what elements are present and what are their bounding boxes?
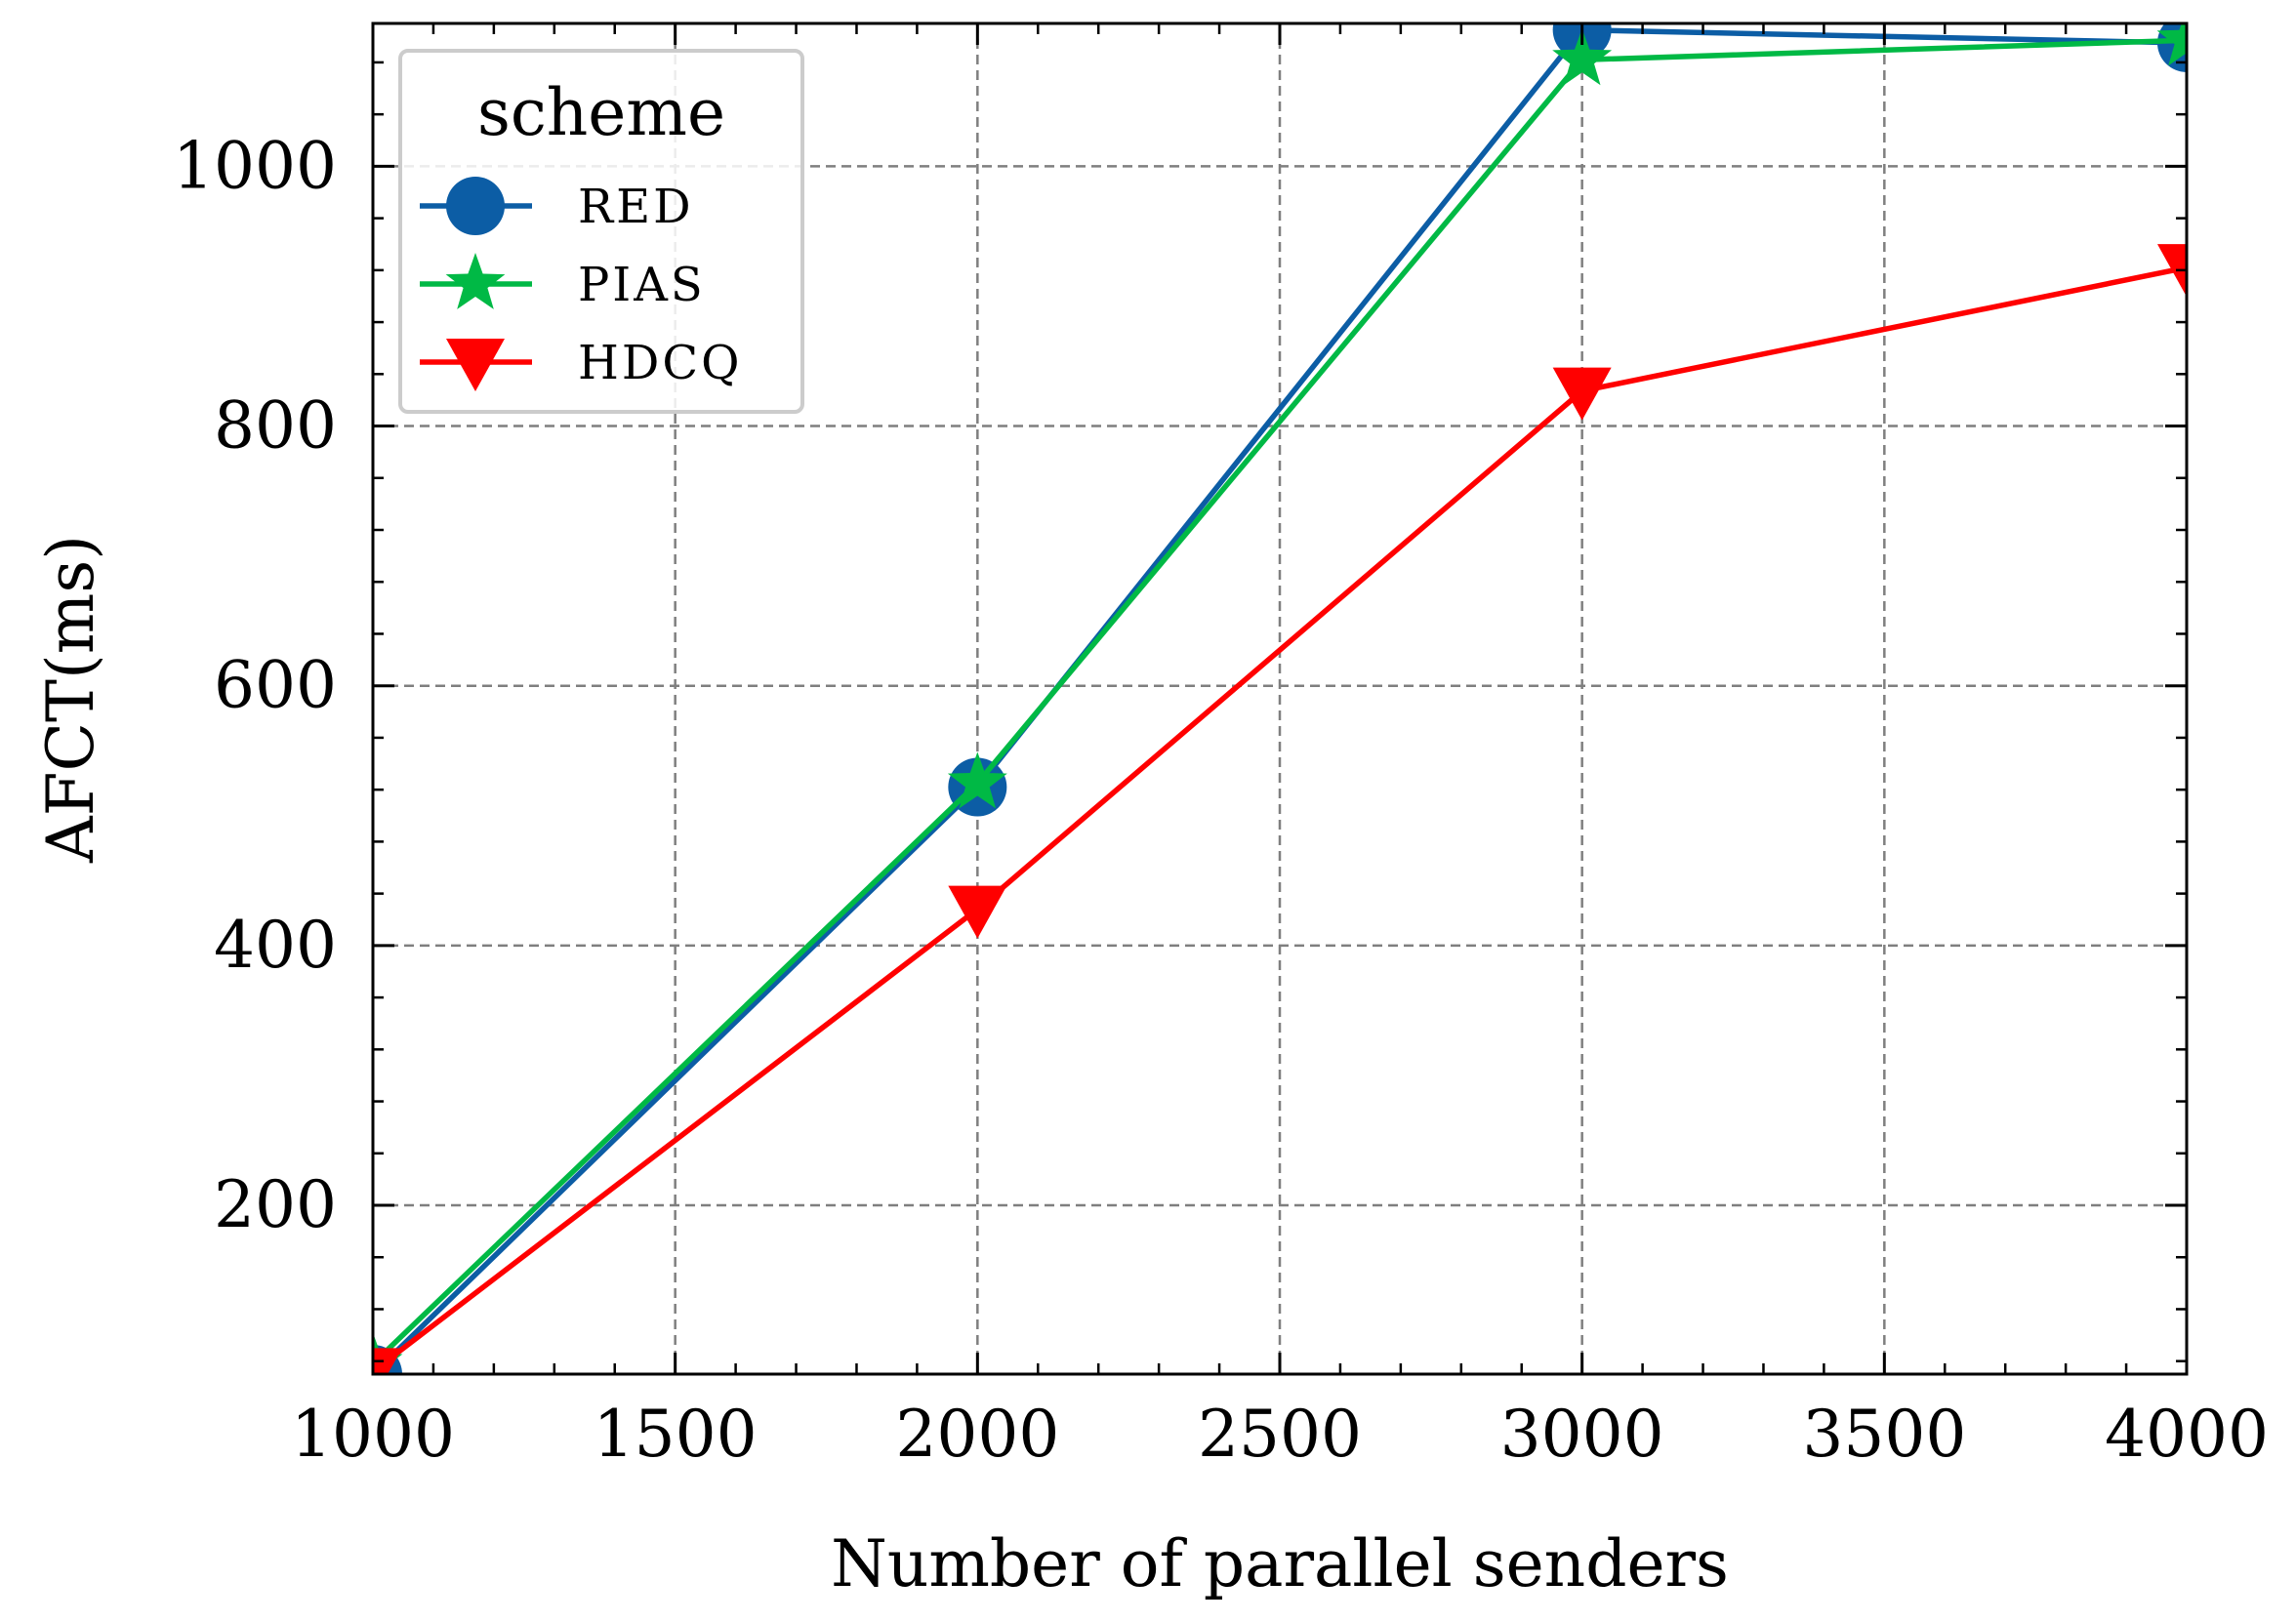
y-tick-label: 400 [214,908,337,983]
legend: scheme RED PIAS HDCQ [398,49,804,414]
y-tick-label: 1000 [173,128,337,203]
series-line-pias [373,37,2187,1366]
x-tick-label: 2500 [1198,1397,1362,1472]
axis-ticks [371,23,2189,1374]
data-point-pias [947,751,1007,809]
data-point-hdcq [2157,244,2187,298]
x-tick-label: 3000 [1500,1397,1664,1472]
legend-label-red: RED [578,180,694,234]
grid-lines [373,23,2187,1374]
legend-label-hdcq: HDCQ [578,336,742,390]
legend-box [398,49,804,414]
data-point-hdcq [373,1348,402,1374]
data-point-hdcq [1552,367,1612,421]
y-tick-label: 200 [214,1167,337,1242]
x-tick-label: 3500 [1802,1397,1966,1472]
y-axis-label: AFCT(ms) [33,535,108,864]
legend-marker-pias [445,253,506,309]
y-tick-label: 600 [214,648,337,723]
x-tick-label: 4000 [2105,1397,2269,1472]
tick-labels: 1000 1500 2000 2500 3000 3500 4000 200 400 600 800… [173,128,2269,1472]
data-point-pias [1552,28,1613,86]
legend-label-pias: PIAS [578,258,706,312]
legend-marker-hdcq [446,339,505,391]
y-tick-label: 800 [214,388,337,464]
legend-title: scheme [477,75,725,150]
x-tick-label: 2000 [895,1397,1059,1472]
data-point-hdcq [948,885,1007,939]
x-tick-label: 1500 [594,1397,758,1472]
x-axis-label: Number of parallel senders [831,1526,1729,1602]
x-tick-label: 1000 [291,1397,455,1472]
legend-marker-red [446,177,505,235]
series-line-hdcq [373,264,2187,1374]
data-point-pias [2156,23,2187,66]
